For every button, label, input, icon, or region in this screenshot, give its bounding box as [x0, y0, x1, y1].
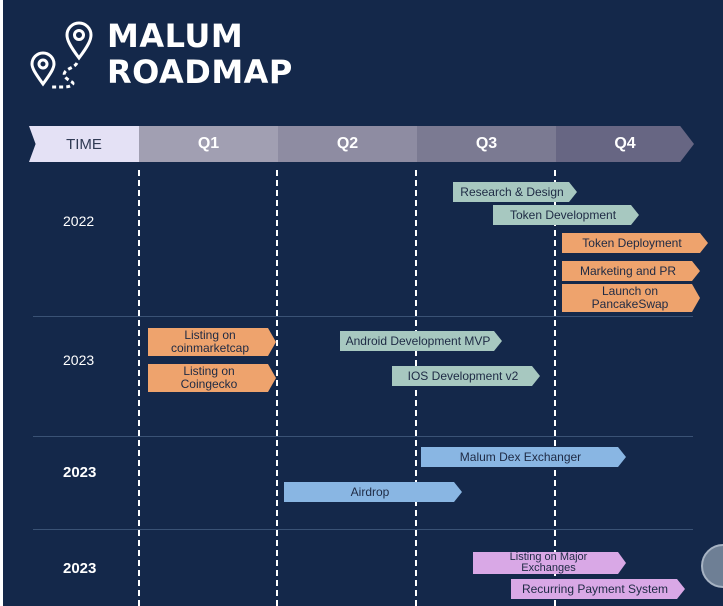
roadmap-title: MALUM ROADMAP: [107, 18, 293, 90]
quarter-header-q1: Q1: [139, 126, 278, 162]
task-bar: Android Development MVP: [340, 331, 502, 351]
title-line-2: ROADMAP: [107, 53, 293, 91]
quarter-divider: [554, 170, 556, 606]
task-bar: Token Development: [493, 205, 639, 225]
location-pins-route-icon: [30, 21, 93, 89]
task-bar: Listing on Coingecko: [148, 364, 276, 392]
task-bar: Recurring Payment System: [511, 579, 685, 599]
task-bar: Token Deployment: [562, 233, 708, 253]
quarter-header-q3: Q3: [417, 126, 556, 162]
task-bar: Launch on PancakeSwap: [562, 284, 700, 312]
task-bar: IOS Development v2: [392, 366, 540, 386]
title-line-1: MALUM: [107, 17, 244, 55]
year-label: 2022: [63, 213, 95, 229]
task-bar: Malum Dex Exchanger: [421, 447, 626, 467]
year-label: 2023: [63, 464, 97, 481]
task-bar: Research & Design: [453, 182, 577, 202]
task-bar: Airdrop: [284, 482, 462, 502]
task-bar: Listing on coinmarketcap: [148, 328, 276, 356]
task-bar: Listing on Major Exchanges: [473, 552, 626, 574]
scroll-nav-button[interactable]: [701, 544, 723, 588]
quarter-divider: [138, 170, 140, 606]
quarter-header-q4: Q4: [556, 126, 694, 162]
year-label: 2023: [63, 352, 95, 368]
quarter-divider: [415, 170, 417, 606]
year-label: 2023: [63, 560, 97, 577]
row-divider: [33, 529, 693, 530]
roadmap-canvas: MALUM ROADMAP TIME Q1 Q2 Q3 Q4 2022 Rese…: [3, 0, 723, 606]
task-bar: Marketing and PR: [562, 261, 700, 281]
quarter-header-q2: Q2: [278, 126, 417, 162]
row-divider: [33, 436, 693, 437]
row-divider: [33, 316, 693, 317]
time-header: TIME: [29, 126, 139, 162]
quarter-divider: [276, 170, 278, 606]
